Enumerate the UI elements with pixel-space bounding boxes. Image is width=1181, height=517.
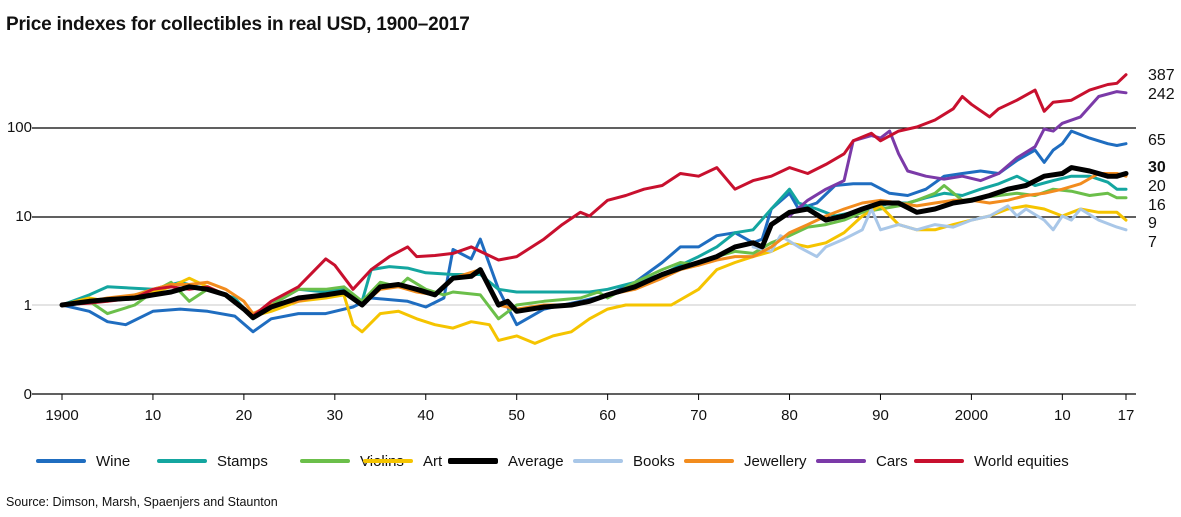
legend-item-stamps: Stamps — [157, 450, 268, 472]
legend-item-books: Books — [573, 450, 675, 472]
series-line-cars — [788, 90, 1128, 218]
x-tick-label: 90 — [872, 407, 889, 424]
series-line-books — [751, 204, 1128, 259]
legend-swatch-average — [448, 458, 498, 464]
legend-swatch-violins — [300, 459, 350, 463]
source-note: Source: Dimson, Marsh, Spaenjers and Sta… — [6, 495, 278, 509]
legend-label-world-equities: World equities — [974, 452, 1069, 470]
x-tick-label: 17 — [1118, 407, 1135, 424]
x-tick-label: 40 — [417, 407, 434, 424]
series-line-art — [60, 204, 1128, 345]
legend-label-books: Books — [633, 452, 675, 470]
x-tick-label: 10 — [1054, 407, 1071, 424]
x-tick-label: 50 — [508, 407, 525, 424]
x-tick-label: 1900 — [45, 407, 78, 424]
legend-swatch-art — [363, 459, 413, 463]
x-tick-label: 2000 — [955, 407, 988, 424]
legend-swatch-stamps — [157, 459, 207, 463]
legend-swatch-jewellery — [684, 459, 734, 463]
end-label: 30 — [1148, 159, 1166, 176]
y-tick-label: 0 — [24, 386, 32, 403]
end-label: 7 — [1148, 234, 1157, 251]
y-tick-label: 1 — [24, 297, 32, 314]
legend-item-average: Average — [448, 450, 564, 472]
end-label: 20 — [1148, 178, 1166, 195]
legend-item-world-equities: World equities — [914, 450, 1069, 472]
series-line-average — [59, 165, 1129, 321]
x-tick-label: 20 — [236, 407, 253, 424]
x-tick-label: 10 — [145, 407, 162, 424]
y-tick-label: 100 — [7, 119, 32, 136]
legend-label-jewellery: Jewellery — [744, 452, 807, 470]
chart-plot: 0 1 10 100 1900 10 20 30 40 50 60 70 80 90 2000 10 17 387… — [7, 67, 1175, 424]
x-tick-label: 70 — [690, 407, 707, 424]
legend-item-art: Art — [363, 450, 442, 472]
x-tick-label: 80 — [781, 407, 798, 424]
legend-item-cars: Cars — [816, 450, 908, 472]
end-label: 242 — [1148, 86, 1175, 103]
legend-item-jewellery: Jewellery — [684, 450, 807, 472]
legend-label-stamps: Stamps — [217, 452, 268, 470]
legend-label-wine: Wine — [96, 452, 131, 470]
end-label: 65 — [1148, 132, 1166, 149]
legend-label-art: Art — [423, 452, 443, 470]
legend-swatch-wine — [36, 459, 86, 463]
x-tick-label: 30 — [326, 407, 343, 424]
x-tick-label: 60 — [599, 407, 616, 424]
end-label: 16 — [1148, 197, 1166, 214]
legend-label-average: Average — [508, 452, 564, 470]
end-label: 387 — [1148, 67, 1175, 84]
legend-swatch-world-equities — [914, 459, 964, 463]
end-label: 9 — [1148, 215, 1157, 232]
chart-title: Price indexes for collectibles in real U… — [6, 14, 470, 35]
series-line-world-equities — [60, 73, 1128, 318]
chart-legend: Wine Stamps Violins Art Average Books Je… — [36, 450, 1166, 472]
y-tick-label: 10 — [15, 208, 32, 225]
legend-swatch-books — [573, 459, 623, 463]
legend-item-wine: Wine — [36, 450, 130, 472]
legend-swatch-cars — [816, 459, 866, 463]
legend-label-cars: Cars — [876, 452, 908, 470]
